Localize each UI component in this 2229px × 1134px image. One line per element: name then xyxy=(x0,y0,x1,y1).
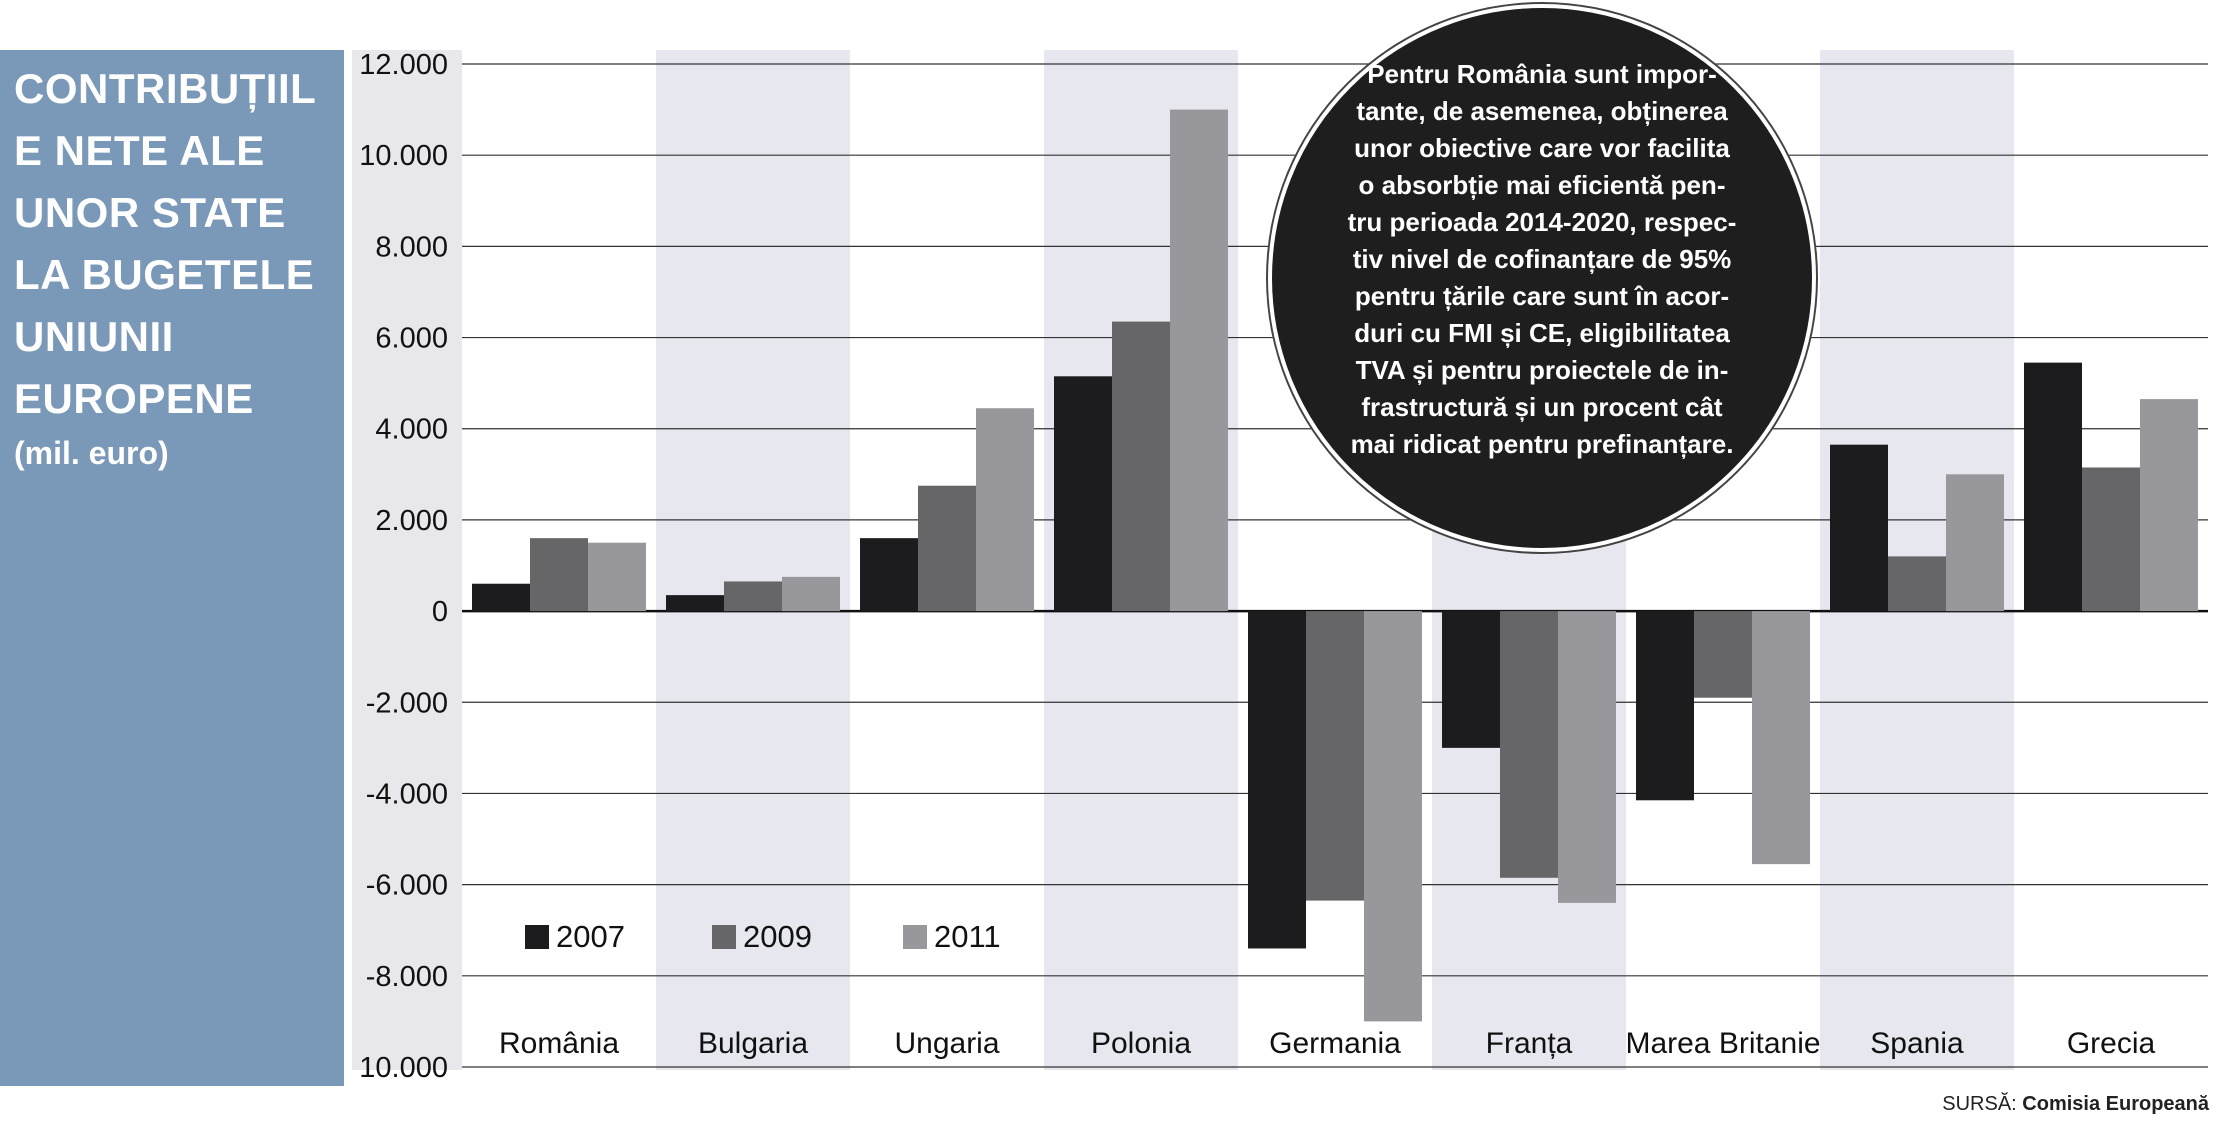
category-label: Spania xyxy=(1870,1027,1964,1060)
bar-2009 xyxy=(918,485,976,612)
y-tick-label: 4.000 xyxy=(375,414,448,446)
bar-2009 xyxy=(530,538,588,612)
y-tick-label: 0 xyxy=(432,596,448,628)
y-tick-label: 10.000 xyxy=(359,1052,448,1084)
y-tick-label: -2.000 xyxy=(366,687,448,719)
bar-2007 xyxy=(1248,611,1306,949)
legend-swatch-2007 xyxy=(525,925,549,949)
bar-2011 xyxy=(588,542,646,612)
category-label: Germania xyxy=(1269,1027,1401,1060)
callout-text: Pentru România sunt impor- tante, de ase… xyxy=(1347,59,1737,459)
bar-2007 xyxy=(666,595,724,612)
source-label: SURSĂ: xyxy=(1942,1093,2017,1115)
y-tick-label: 12.000 xyxy=(359,49,448,81)
bar-2011 xyxy=(1170,109,1228,612)
category-band xyxy=(656,50,850,1070)
bar-2011 xyxy=(1752,611,1810,865)
legend-label: 2007 xyxy=(556,919,625,954)
callout-bubble: Pentru România sunt impor- tante, de ase… xyxy=(1268,4,1816,552)
category-label: Polonia xyxy=(1091,1027,1191,1060)
bar-2011 xyxy=(976,408,1034,612)
chart-title-panel: CONTRIBUȚIIL E NETE ALE UNOR STATE LA BU… xyxy=(0,50,344,1086)
y-tick-label: 6.000 xyxy=(375,323,448,355)
category-label: Marea Britanie xyxy=(1625,1027,1820,1060)
bar-2011 xyxy=(1946,474,2004,612)
bar-2007 xyxy=(2024,362,2082,612)
category-label: Franța xyxy=(1486,1027,1573,1060)
legend-label: 2009 xyxy=(743,919,812,954)
bar-2007 xyxy=(860,538,918,612)
bar-2007 xyxy=(1442,611,1500,748)
y-tick-label: -4.000 xyxy=(366,778,448,810)
bar-2011 xyxy=(2140,399,2198,612)
y-tick-label: 8.000 xyxy=(375,231,448,263)
category-label: Ungaria xyxy=(894,1027,999,1060)
source-note: SURSĂ: Comisia Europeană xyxy=(1942,1093,2209,1116)
y-tick-label: -6.000 xyxy=(366,870,448,902)
chart-unit: (mil. euro) xyxy=(14,435,169,471)
bar-2011 xyxy=(1364,611,1422,1022)
bar-2007 xyxy=(1636,611,1694,801)
bar-2011 xyxy=(1558,611,1616,903)
bar-2009 xyxy=(1694,611,1752,698)
category-label: România xyxy=(499,1027,619,1060)
legend-swatch-2009 xyxy=(712,925,736,949)
bar-2009 xyxy=(1500,611,1558,878)
bar-2009 xyxy=(724,581,782,612)
bar-2011 xyxy=(782,576,840,612)
chart-title: CONTRIBUȚIIL E NETE ALE UNOR STATE LA BU… xyxy=(14,65,317,422)
source-value: Comisia Europeană xyxy=(2022,1093,2209,1115)
y-tick-label: 2.000 xyxy=(375,505,448,537)
y-tick-label: -8.000 xyxy=(366,961,448,993)
category-label: Bulgaria xyxy=(698,1027,808,1060)
legend-swatch-2011 xyxy=(903,925,927,949)
bar-2009 xyxy=(2082,467,2140,612)
bar-2007 xyxy=(472,583,530,612)
bar-2009 xyxy=(1888,556,1946,612)
y-tick-label: 10.000 xyxy=(359,140,448,172)
category-label: Grecia xyxy=(2067,1027,2156,1060)
bar-2007 xyxy=(1054,376,1112,612)
bar-2007 xyxy=(1830,444,1888,612)
legend-label: 2011 xyxy=(934,919,1001,954)
bar-2009 xyxy=(1306,611,1364,901)
bar-2009 xyxy=(1112,321,1170,612)
